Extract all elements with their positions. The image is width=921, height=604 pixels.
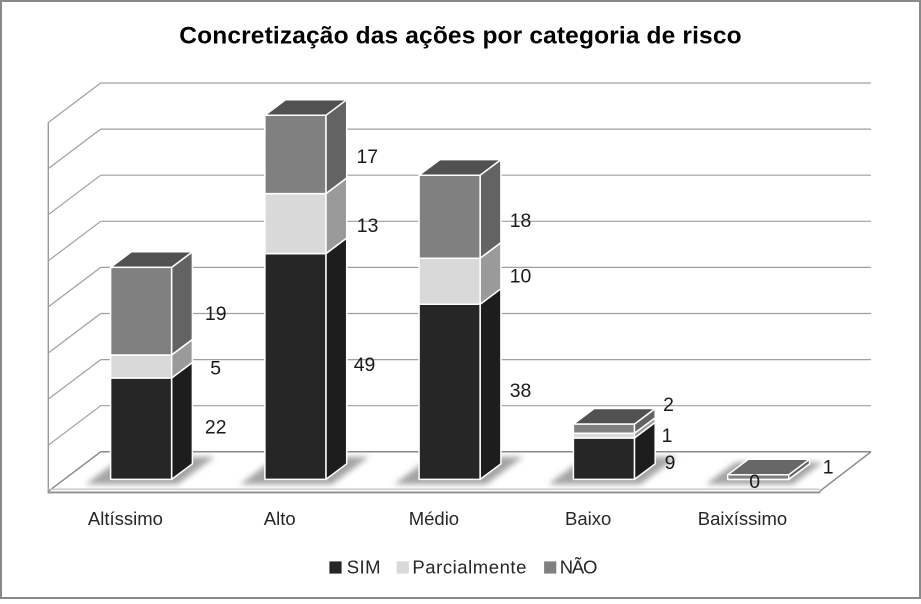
svg-text:19: 19: [205, 303, 227, 325]
svg-text:22: 22: [205, 417, 227, 439]
svg-text:Baixíssimo: Baixíssimo: [698, 508, 787, 529]
svg-text:38: 38: [510, 380, 532, 402]
svg-text:13: 13: [357, 215, 379, 237]
svg-text:Altíssimo: Altíssimo: [88, 508, 163, 529]
svg-text:0: 0: [749, 471, 760, 493]
svg-text:49: 49: [354, 354, 376, 376]
svg-text:9: 9: [665, 452, 676, 474]
svg-text:SIM: SIM: [347, 557, 381, 578]
svg-text:5: 5: [210, 357, 221, 379]
svg-text:2: 2: [663, 394, 674, 416]
svg-text:NÃO: NÃO: [560, 557, 597, 578]
svg-text:Alto: Alto: [264, 508, 296, 529]
svg-text:17: 17: [357, 146, 379, 168]
svg-text:Médio: Médio: [409, 508, 459, 529]
svg-text:18: 18: [510, 210, 532, 232]
svg-text:Baixo: Baixo: [565, 508, 611, 529]
svg-text:Concretização das ações por ca: Concretização das ações por categoria de…: [179, 23, 741, 50]
svg-text:1: 1: [823, 456, 834, 478]
svg-text:Parcialmente: Parcialmente: [412, 557, 527, 578]
svg-text:10: 10: [510, 265, 532, 287]
svg-text:1: 1: [662, 425, 673, 447]
